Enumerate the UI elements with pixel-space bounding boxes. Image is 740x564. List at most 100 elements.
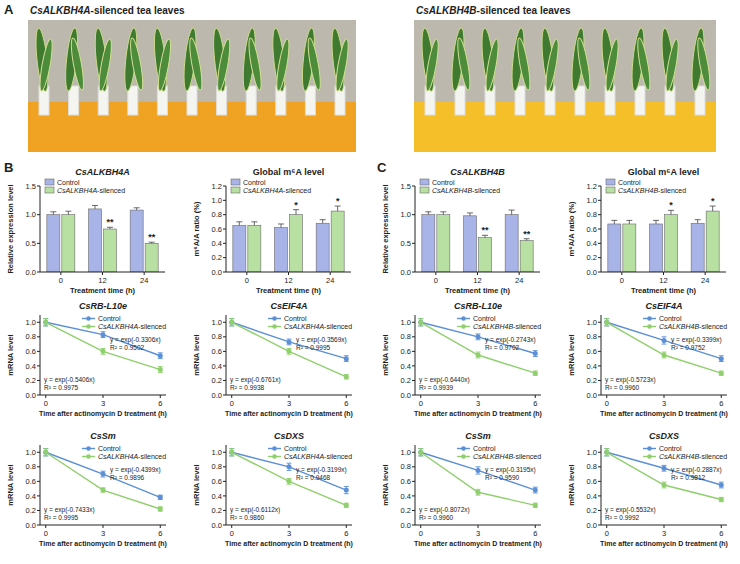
y-tick-label: 1.5 (26, 182, 36, 191)
panel-label: C (377, 160, 387, 175)
y-tick-label: 1.0 (26, 448, 36, 457)
error-bar (467, 213, 473, 216)
gene-name: CsALKBH4B (432, 187, 472, 194)
fit-r-squared: R² = 0.9502 (110, 344, 145, 351)
chart: 0.00.20.40.60.81.01.2Global m⁶A levelm⁶A… (567, 167, 726, 295)
error-bar (440, 212, 446, 215)
error-bar (158, 507, 163, 511)
x-tick-label: 24 (140, 276, 148, 285)
y-tick-label: 1.0 (212, 318, 222, 327)
plot-area (422, 210, 533, 272)
y-tick (37, 186, 40, 187)
error-bar (344, 486, 349, 493)
fit-equation: y = exp(-0.2743x) (485, 336, 536, 344)
x-tick-label: 3 (476, 399, 480, 408)
legend-marker (461, 454, 466, 459)
legend-marker (86, 446, 91, 451)
name-suffix: -silenced (513, 323, 541, 330)
name-suffix: -silenced (283, 187, 311, 194)
y-tick-label: 0.6 (401, 347, 411, 356)
error-bar (662, 465, 667, 471)
y-tick-label: 0.4 (587, 239, 597, 248)
error-bar (626, 220, 632, 224)
legend-label: Control (473, 445, 496, 452)
bar (505, 215, 518, 272)
y-tick-label: 0.2 (212, 253, 222, 262)
photo-title: CsALKBH4B-silenced tea leaves (416, 5, 571, 16)
y-tick-label: 0.8 (26, 462, 36, 471)
y-tick-label: 0.6 (26, 347, 36, 356)
gene-name: CsALKBH4A (57, 187, 97, 194)
x-axis-label: Time after actinomycin D treatment (h) (225, 540, 353, 548)
fit-equation: y = exp(-0.3195x) (485, 466, 536, 474)
y-tick-label: 0.4 (587, 362, 597, 371)
photo-background (28, 20, 356, 152)
bar (290, 215, 303, 272)
gene-name: CsALKBH4A (284, 323, 324, 330)
x-tick-label: 24 (326, 276, 334, 285)
y-tick (412, 525, 415, 526)
fit-equation: y = exp(-0.6112x) (230, 506, 280, 514)
y-tick (223, 200, 226, 201)
bar (275, 228, 288, 272)
y-axis-label: mRNA level (567, 334, 576, 375)
y-tick-label: 0.0 (587, 268, 597, 277)
error-bar (425, 212, 431, 215)
significance: * (294, 200, 298, 210)
legend-marker (272, 454, 277, 459)
y-axis (40, 315, 41, 395)
y-tick-label: 0.0 (587, 521, 597, 530)
chart: 0.00.20.40.60.81.0CsDXSmRNA levelTime af… (192, 431, 353, 548)
error-bar (668, 210, 674, 214)
bar (130, 210, 143, 272)
x-tick (606, 395, 607, 398)
error-bar (509, 210, 515, 215)
error-bar (287, 463, 292, 470)
fit-equation: y = exp(-0.7433x) (44, 506, 95, 514)
error-bar (287, 339, 292, 345)
y-tick (37, 351, 40, 352)
photo (28, 20, 356, 152)
marker (229, 320, 234, 325)
leaf (128, 37, 145, 90)
legend-label: CsALKBH4A-silenced (98, 453, 166, 460)
legend-marker (86, 316, 91, 321)
y-tick (223, 214, 226, 215)
marker (287, 339, 292, 344)
legend-label: CsALKBH4A-silenced (243, 187, 311, 194)
y-tick (412, 336, 415, 337)
x-tick (102, 272, 103, 275)
series-line (46, 452, 161, 509)
marker (101, 332, 106, 337)
error-bar (662, 482, 667, 488)
x-tick (289, 525, 290, 528)
y-tick-label: 1.0 (401, 318, 411, 327)
leaf (215, 38, 232, 91)
marker (101, 488, 106, 493)
legend-marker (461, 316, 466, 321)
legend-label: Control (98, 445, 121, 452)
x-axis-label: Time after actinomycin D treatment (h) (414, 540, 542, 548)
legend-marker (272, 324, 277, 329)
plot-area (608, 206, 719, 272)
error-bar (107, 227, 113, 229)
x-tick-label: 0 (230, 399, 234, 408)
y-tick (223, 395, 226, 396)
error-bar (476, 352, 481, 358)
y-tick-label: 0.0 (26, 391, 36, 400)
x-tick (621, 272, 622, 275)
y-tick-label: 1.0 (401, 210, 411, 219)
fit-r-squared: R² = 0.9590 (485, 474, 520, 481)
gene-name: CsALKBH4A (30, 5, 91, 16)
fit-r-squared: R² = 0.9992 (605, 514, 640, 521)
y-tick (598, 525, 601, 526)
fit-equation: y = exp(-0.3306x) (110, 336, 161, 344)
chart: 0.00.20.40.60.81.0CsSmmRNA levelTime aft… (6, 431, 167, 548)
legend-label: CsALKBH4B-silenced (659, 323, 727, 330)
marker (719, 371, 724, 376)
gene-name: CsALKBH4B (659, 453, 699, 460)
name-suffix: -silenced (699, 323, 727, 330)
y-tick-label: 0.0 (212, 521, 222, 530)
leaf (484, 38, 501, 91)
marker (604, 450, 609, 455)
